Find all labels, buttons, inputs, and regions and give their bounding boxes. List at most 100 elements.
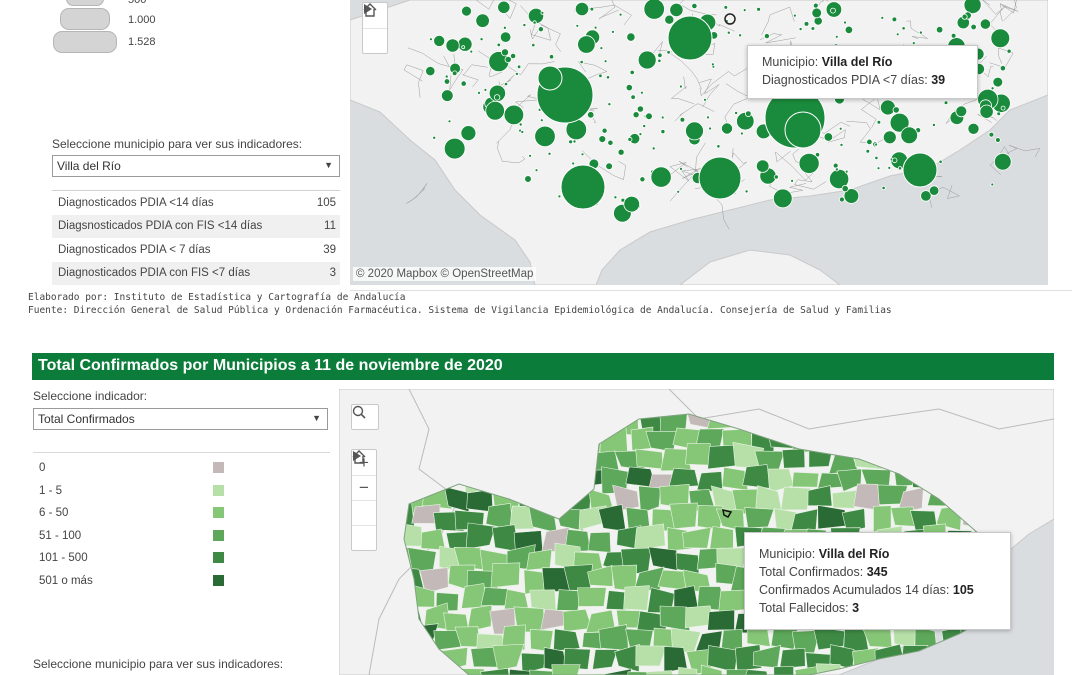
zoom-out-icon[interactable]: − [352, 475, 376, 500]
case-bubble [798, 152, 820, 174]
municipio-polygon [592, 649, 618, 670]
case-bubble [657, 52, 663, 58]
case-bubble [514, 71, 519, 76]
case-bubble [451, 70, 458, 77]
case-bubble [493, 94, 501, 101]
case-bubble [607, 139, 614, 146]
chevron-down-icon: ▼ [312, 413, 321, 423]
municipio-polygon [563, 648, 591, 670]
case-bubble [889, 112, 910, 133]
case-bubble [955, 105, 968, 118]
municipio-polygon [466, 604, 493, 633]
municipio-polygon [709, 526, 734, 550]
case-bubble [880, 15, 885, 20]
bubble-map[interactable]: © 2020 Mapbox © OpenStreetMap [350, 0, 1048, 285]
case-bubble [738, 33, 743, 38]
municipio-boundary [406, 183, 428, 204]
municipio-polygon [925, 651, 958, 673]
municipio-polygon [1045, 569, 1054, 591]
case-bubble [839, 142, 844, 147]
case-bubble [943, 100, 949, 105]
indicator-label: Diagnosticados PDIA <14 días [58, 196, 214, 209]
case-bubble [979, 104, 994, 119]
municipio-polygon [529, 669, 556, 675]
case-bubble [841, 185, 849, 193]
case-bubble [990, 28, 1011, 49]
municipio-polygon [1006, 624, 1009, 650]
case-bubble [990, 182, 995, 187]
case-bubble [625, 84, 633, 92]
legend-bubble-large [53, 31, 117, 53]
municipio-polygon [773, 666, 794, 675]
case-bubble [918, 30, 923, 35]
case-bubble [691, 2, 698, 10]
case-bubble [539, 118, 544, 123]
case-bubble [503, 104, 525, 126]
municipio-polygon [981, 664, 1007, 675]
legend-value-medium: 1.000 [128, 14, 156, 26]
case-bubble [664, 14, 675, 25]
municipio-polygon [744, 507, 775, 529]
case-bubble [598, 73, 603, 78]
home-icon[interactable] [352, 450, 376, 525]
municipio-polygon [529, 629, 554, 652]
case-bubble [744, 110, 752, 117]
case-bubble [477, 91, 481, 95]
case-bubble [460, 125, 477, 142]
municipio-polygon [1008, 545, 1009, 567]
case-bubble [572, 139, 577, 144]
case-bubble [540, 10, 545, 15]
municipio-boundary [407, 47, 456, 69]
chevron-down-icon: ▼ [324, 160, 333, 170]
case-bubble [441, 89, 454, 102]
zoom-in-icon[interactable]: + [359, 452, 369, 472]
case-bubble [586, 111, 595, 119]
search-icon[interactable] [351, 404, 379, 430]
case-bubble [887, 165, 892, 170]
case-bubble [605, 75, 611, 80]
municipio-polygon [1031, 669, 1054, 675]
municipio-polygon [1044, 610, 1054, 633]
case-bubble [613, 195, 618, 200]
municipio-polygon [914, 666, 943, 675]
case-bubble [995, 137, 1001, 143]
indicator-dropdown[interactable]: Total Confirmados ▼ [33, 408, 328, 430]
municipio-polygon [521, 652, 546, 674]
case-bubble [528, 153, 533, 158]
case-bubble [772, 188, 793, 209]
municipio-polygon [1031, 629, 1054, 653]
case-bubble [443, 78, 451, 85]
case-bubble [716, 144, 721, 149]
tooltip-metric-label: Diagnosticados PDIA <7 días: [762, 73, 928, 87]
municipio-dropdown[interactable]: Villa del Río ▼ [52, 155, 340, 177]
case-bubble [504, 55, 512, 64]
case-bubble [744, 189, 749, 194]
case-bubble [734, 111, 739, 116]
play-icon[interactable] [363, 4, 387, 53]
tooltip-municipio-value: Villa del Río [821, 55, 893, 69]
municipio-selector-label-bottom: Seleccione municipio para ver sus indica… [33, 657, 284, 671]
selected-municipio-marker [722, 508, 733, 518]
case-bubble [844, 25, 854, 35]
case-bubble [599, 46, 604, 50]
municipio-polygon [949, 648, 975, 675]
indicator-value: 105 [316, 196, 336, 209]
case-bubble [516, 64, 522, 69]
case-bubble [988, 131, 995, 138]
legend-label: 6 - 50 [39, 507, 69, 519]
municipio-polygon [890, 506, 915, 527]
case-bubble [660, 115, 665, 120]
case-bubble [660, 129, 666, 135]
case-bubble [548, 54, 555, 60]
municipio-polygon [1037, 586, 1054, 610]
case-bubble [756, 159, 770, 173]
map-credit: © 2020 Mapbox © OpenStreetMap [353, 267, 537, 281]
case-bubble [1006, 48, 1012, 54]
coast-africa [679, 249, 841, 285]
play-icon[interactable] [352, 451, 376, 550]
municipio-boundary [724, 83, 751, 132]
indicator-value: 3 [329, 267, 336, 280]
municipio-polygon [635, 645, 667, 667]
municipio-polygon [669, 502, 698, 529]
legend-bubble-medium [60, 8, 110, 30]
